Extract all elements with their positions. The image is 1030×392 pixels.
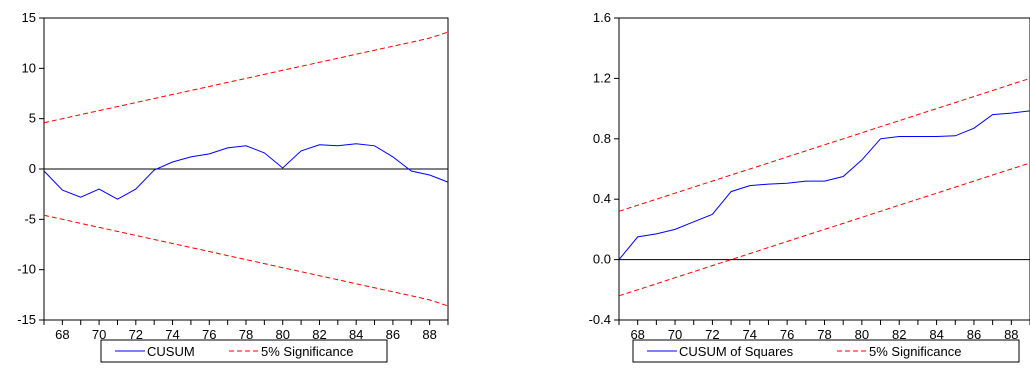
cusum-x-tick-label: 68 bbox=[55, 327, 69, 342]
cusumsq-legend-label: 5% Significance bbox=[869, 344, 962, 359]
cusum-chart: -15 -10 -5 0 5 10 15 68 70 72 74 76 78 80 82 84 86 88 CUSU… bbox=[17, 10, 449, 363]
cusum-legend-label: 5% Significance bbox=[261, 344, 354, 359]
cusum-x-tick-label: 86 bbox=[386, 327, 400, 342]
cusumsq-y-tick-label: 1.6 bbox=[593, 10, 611, 25]
cusum-x-tick-label: 76 bbox=[202, 327, 216, 342]
cusum-x-tick-label: 74 bbox=[165, 327, 179, 342]
cusum-y-tick-label: -15 bbox=[17, 312, 36, 327]
cusum-series-line bbox=[43, 143, 449, 200]
cusumsq-x-tick-label: 86 bbox=[967, 327, 981, 342]
cusumsq-upper-bound-line bbox=[618, 77, 1030, 212]
cusum-x-tick-label: 72 bbox=[129, 327, 143, 342]
cusumsq-y-tick-label: 0.0 bbox=[593, 252, 611, 267]
cusumsq-series-line bbox=[618, 110, 1030, 260]
cusumsq-x-tick-label: 80 bbox=[855, 327, 869, 342]
cusum-x-tick-label: 80 bbox=[275, 327, 289, 342]
cusumsq-x-tick-label: 74 bbox=[743, 327, 757, 342]
cusum-legend-label: CUSUM bbox=[147, 344, 195, 359]
cusum-y-tick-label: 10 bbox=[22, 60, 36, 75]
cusumsq-x-tick-label: 88 bbox=[1004, 327, 1018, 342]
cusum-x-tick-label: 78 bbox=[239, 327, 253, 342]
cusumsq-chart: -0.4 0.0 0.4 0.8 1.2 1.6 68 70 72 74 76 78 80 82 84 86 8… bbox=[589, 10, 1030, 363]
cusum-lower-bound-line bbox=[43, 214, 449, 307]
cusumsq-x-tick-label: 78 bbox=[817, 327, 831, 342]
cusum-y-tick-label: -10 bbox=[17, 262, 36, 277]
cusumsq-x-tick-label: 72 bbox=[705, 327, 719, 342]
cusumsq-x-tick-label: 76 bbox=[780, 327, 794, 342]
cusumsq-lower-bound-line bbox=[618, 162, 1030, 297]
cusum-x-tick-label: 88 bbox=[422, 327, 436, 342]
cusumsq-y-tick-label: 0.8 bbox=[593, 131, 611, 146]
cusumsq-x-tick-label: 82 bbox=[892, 327, 906, 342]
cusumsq-plot-frame bbox=[618, 17, 1030, 321]
cusumsq-x-tick-label: 70 bbox=[668, 327, 682, 342]
cusum-y-tick-label: 5 bbox=[29, 111, 36, 126]
cusum-x-tick-label: 82 bbox=[312, 327, 326, 342]
cusumsq-y-tick-label: 0.4 bbox=[593, 191, 611, 206]
cusumsq-x-tick-label: 84 bbox=[929, 327, 943, 342]
cusum-y-tick-label: 15 bbox=[22, 10, 36, 25]
cusumsq-legend-label: CUSUM of Squares bbox=[679, 344, 794, 359]
cusum-y-tick-label: 0 bbox=[29, 161, 36, 176]
cusum-x-tick-label: 70 bbox=[92, 327, 106, 342]
cusum-x-tick-label: 84 bbox=[349, 327, 363, 342]
cusum-legend-box bbox=[100, 339, 388, 363]
cusumsq-y-tick-label: -0.4 bbox=[589, 312, 611, 327]
cusum-y-tick-label: -5 bbox=[24, 211, 36, 226]
cusumsq-legend: CUSUM of Squares 5% Significance bbox=[632, 339, 1020, 363]
cusumsq-x-tick-label: 68 bbox=[630, 327, 644, 342]
cusum-legend: CUSUM 5% Significance bbox=[100, 339, 388, 363]
cusumsq-legend-box bbox=[632, 339, 1020, 363]
cusumsq-y-tick-label: 1.2 bbox=[593, 70, 611, 85]
cusum-upper-bound-line bbox=[43, 31, 449, 124]
